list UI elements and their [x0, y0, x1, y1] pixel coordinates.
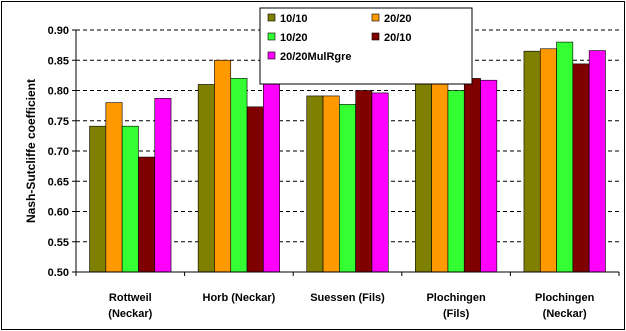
bar — [355, 90, 373, 273]
bar — [105, 102, 123, 273]
bar — [431, 83, 449, 273]
axes — [75, 30, 620, 276]
legend-label: 20/10 — [384, 32, 412, 44]
y-axis-label: Nash-Sutcliffe coefficient — [24, 79, 38, 223]
legend-swatch — [267, 51, 276, 60]
legend-swatch — [267, 32, 276, 41]
bar — [322, 95, 340, 273]
bar — [588, 50, 606, 273]
bar — [197, 84, 215, 273]
category-label: Rottweil — [109, 292, 152, 304]
y-tick-label: 0.90 — [48, 25, 69, 37]
y-axis-ticks: 0.50 0.55 0.60 0.65 0.70 0.75 0.80 0.85 0.90 — [48, 25, 76, 279]
legend: 10/10 20/20 10/20 20/10 20/20MulRgre — [259, 7, 473, 85]
bar — [230, 78, 248, 273]
y-tick-label: 0.80 — [48, 86, 69, 98]
legend-label: 10/20 — [280, 32, 308, 44]
bar — [246, 106, 264, 273]
bar — [306, 95, 324, 273]
bar — [463, 78, 481, 273]
y-tick-label: 0.85 — [48, 55, 69, 67]
x-axis-categories: Rottweil (Neckar) Horb (Neckar) Suessen (Fi… — [108, 292, 594, 320]
bar — [539, 48, 557, 273]
legend-label: 20/20MulRgre — [280, 51, 352, 63]
y-tick-label: 0.55 — [48, 237, 69, 249]
category-label: Horb (Neckar) — [203, 292, 276, 304]
legend-label: 10/10 — [280, 13, 308, 25]
legend-swatch — [267, 13, 276, 22]
category-label: (Neckar) — [108, 308, 152, 320]
bar — [572, 63, 590, 273]
bar — [415, 78, 432, 273]
bar — [480, 79, 498, 273]
bar — [214, 59, 232, 273]
bar — [339, 104, 356, 273]
bars — [89, 41, 606, 273]
category-label: Plochingen — [426, 292, 486, 304]
y-tick-label: 0.60 — [48, 207, 69, 219]
y-tick-label: 0.75 — [48, 116, 69, 128]
y-tick-label: 0.70 — [48, 146, 69, 158]
bar — [523, 50, 541, 273]
category-label: Suessen (Fils) — [310, 292, 385, 304]
category-label: Plochingen — [535, 292, 595, 304]
legend-swatch — [371, 32, 380, 41]
legend-swatch — [371, 13, 380, 22]
bar — [447, 90, 465, 273]
bar — [556, 41, 574, 273]
legend-box — [259, 7, 473, 85]
bar — [371, 92, 389, 273]
category-label: (Fils) — [443, 308, 470, 320]
bar — [154, 98, 172, 273]
legend-label: 20/20 — [384, 13, 412, 25]
bar — [263, 69, 280, 273]
y-tick-label: 0.65 — [48, 176, 69, 188]
bar — [89, 125, 107, 273]
bar — [121, 125, 139, 273]
bar — [138, 156, 156, 273]
y-tick-label: 0.50 — [48, 267, 69, 279]
category-label: (Neckar) — [543, 308, 587, 320]
